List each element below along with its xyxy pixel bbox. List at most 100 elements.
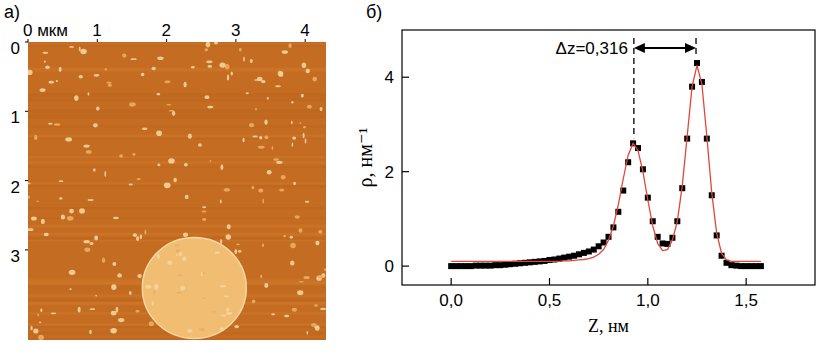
- particle: [37, 314, 39, 317]
- particle: [298, 228, 302, 233]
- particle: [254, 79, 259, 81]
- plot-frame: [402, 30, 815, 285]
- scan-line: [28, 112, 326, 114]
- tick-label: 4: [300, 21, 309, 40]
- particle: [312, 77, 317, 82]
- tick-label: 2: [385, 163, 394, 182]
- particle: [264, 283, 268, 288]
- tick-mark: [402, 266, 409, 267]
- particle: [288, 43, 291, 48]
- particle: [180, 286, 185, 291]
- particle: [144, 230, 146, 235]
- particle: [299, 122, 301, 124]
- particle: [69, 270, 76, 275]
- particle: [279, 189, 284, 192]
- particle: [267, 97, 269, 100]
- particle: [69, 288, 71, 290]
- particle: [236, 244, 240, 246]
- particle: [111, 284, 116, 290]
- particle: [33, 328, 38, 333]
- particle: [306, 69, 310, 73]
- tick-label: 2: [162, 21, 171, 40]
- particle: [292, 143, 294, 147]
- particle: [118, 318, 124, 322]
- particle: [173, 178, 177, 183]
- particle: [220, 285, 227, 287]
- particle: [320, 107, 323, 111]
- tick-label: 1,0: [636, 291, 660, 310]
- particle: [152, 67, 156, 71]
- particle: [206, 42, 210, 47]
- scan-line: [28, 114, 326, 116]
- scan-line: [28, 68, 326, 72]
- particle: [315, 241, 319, 246]
- particle: [227, 75, 229, 81]
- axis-title: ρ, нм⁻¹: [354, 128, 377, 188]
- tick-label: 1: [92, 21, 101, 40]
- particle: [242, 138, 244, 143]
- particle: [51, 312, 56, 314]
- particle: [284, 315, 289, 318]
- particle: [303, 126, 306, 128]
- particle: [255, 108, 257, 110]
- tick-mark: [746, 278, 747, 285]
- particle: [80, 49, 86, 54]
- particle: [295, 215, 300, 218]
- particle: [220, 199, 222, 203]
- particle: [318, 275, 324, 278]
- particle: [219, 63, 225, 68]
- particle: [185, 195, 189, 199]
- particle: [202, 206, 206, 208]
- particle: [129, 102, 136, 106]
- particle: [290, 236, 293, 239]
- afm-ground: [28, 42, 326, 340]
- particle: [219, 327, 224, 330]
- particle: [311, 323, 316, 327]
- particle: [301, 94, 304, 98]
- particle: [129, 184, 133, 186]
- particle: [262, 243, 264, 247]
- particle: [281, 175, 286, 180]
- particle: [224, 188, 230, 192]
- particle: [290, 261, 294, 266]
- particle: [94, 236, 98, 241]
- particle: [252, 136, 257, 138]
- particle: [79, 75, 83, 78]
- particle: [226, 234, 231, 239]
- particle: [220, 239, 222, 244]
- particle: [179, 251, 182, 256]
- tick-mark: [25, 111, 28, 112]
- particle: [30, 326, 32, 331]
- particle: [38, 335, 44, 340]
- particle: [305, 138, 307, 143]
- particle: [67, 216, 74, 221]
- particle: [303, 133, 305, 138]
- particle: [271, 313, 275, 315]
- tick-mark: [402, 171, 409, 172]
- scan-line: [28, 93, 326, 97]
- particle: [249, 123, 254, 127]
- particle: [291, 101, 293, 104]
- particle: [142, 127, 147, 130]
- particle: [117, 273, 122, 277]
- particle: [56, 80, 58, 82]
- tick-mark: [451, 278, 452, 285]
- particle: [133, 233, 137, 237]
- particle: [267, 170, 272, 174]
- particle: [227, 224, 231, 229]
- particle: [39, 322, 41, 324]
- particle: [320, 308, 326, 310]
- particle: [172, 111, 175, 116]
- tick-label: 3: [231, 21, 240, 40]
- scan-line: [28, 161, 326, 164]
- particle: [106, 82, 112, 84]
- particle: [83, 144, 89, 147]
- tick-mark: [25, 42, 28, 43]
- particle: [252, 186, 255, 190]
- particle: [135, 310, 139, 313]
- particle: [79, 208, 85, 213]
- particle: [129, 291, 132, 295]
- particle: [140, 235, 143, 240]
- particle: [157, 57, 163, 61]
- particle: [137, 274, 141, 278]
